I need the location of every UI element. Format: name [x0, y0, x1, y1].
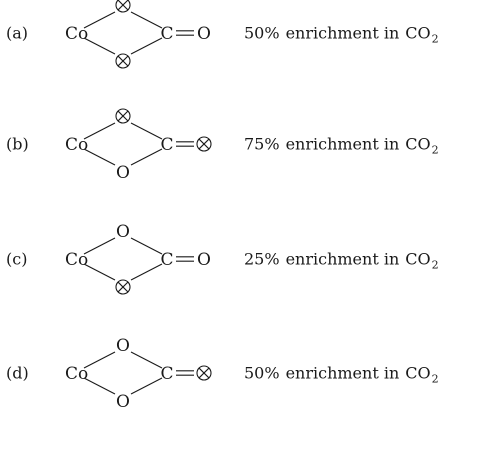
enrichment-value: 25% — [244, 250, 280, 269]
terminal-labeled-oxygen-icon — [196, 136, 212, 152]
bond-bottom-c — [130, 263, 163, 281]
bottom-bridge-labeled-oxygen-icon — [115, 279, 131, 295]
product-subscript: 2 — [432, 373, 439, 386]
bond-co-bottom — [83, 37, 116, 55]
bond-co-bottom — [83, 263, 116, 281]
structure-b: (b) Co O C 75% enrichment in CO 2 — [6, 108, 439, 183]
product-subscript: 2 — [432, 144, 439, 157]
carbon-atom: C — [160, 135, 173, 155]
structure-a: (a) Co C O 50% enrichment in CO 2 — [6, 0, 439, 69]
terminal-oxygen: O — [197, 24, 211, 44]
carbon-atom: C — [160, 24, 173, 44]
bond-co-top — [83, 122, 116, 140]
bond-bottom-c — [130, 148, 163, 166]
bond-bottom-c — [130, 37, 163, 55]
bond-co-top — [83, 237, 116, 255]
structure-label: (b) — [6, 135, 29, 154]
cobalt-atom: Co — [65, 364, 88, 384]
enrichment-value: 50% — [244, 24, 280, 43]
bond-co-bottom — [83, 377, 116, 395]
enrichment-value: 75% — [244, 135, 280, 154]
bond-top-c — [130, 351, 163, 369]
enrichment-text: enrichment in — [286, 24, 400, 43]
top-bridge-oxygen: O — [116, 222, 130, 242]
product-formula: CO — [405, 250, 430, 269]
cobalt-atom: Co — [65, 24, 88, 44]
top-bridge-oxygen: O — [116, 336, 130, 356]
product-formula: CO — [405, 24, 430, 43]
structure-label: (d) — [6, 364, 29, 383]
structure-label: (a) — [6, 24, 28, 43]
bond-top-c — [130, 237, 163, 255]
bottom-bridge-oxygen: O — [116, 163, 130, 183]
product-formula: CO — [405, 135, 430, 154]
enrichment-text: enrichment in — [286, 135, 400, 154]
carbon-atom: C — [160, 364, 173, 384]
cobalt-atom: Co — [65, 250, 88, 270]
bond-co-top — [83, 11, 116, 29]
bond-top-c — [130, 11, 163, 29]
top-bridge-labeled-oxygen-icon — [115, 108, 131, 124]
terminal-labeled-oxygen-icon — [196, 365, 212, 381]
cobalt-atom: Co — [65, 135, 88, 155]
enrichment-text: enrichment in — [286, 250, 400, 269]
bottom-bridge-oxygen: O — [116, 392, 130, 412]
product-subscript: 2 — [432, 33, 439, 46]
carbon-atom: C — [160, 250, 173, 270]
bottom-bridge-labeled-oxygen-icon — [115, 53, 131, 69]
product-subscript: 2 — [432, 259, 439, 272]
product-formula: CO — [405, 364, 430, 383]
enrichment-value: 50% — [244, 364, 280, 383]
top-bridge-labeled-oxygen-icon — [115, 0, 131, 13]
bond-bottom-c — [130, 377, 163, 395]
bond-co-bottom — [83, 148, 116, 166]
terminal-oxygen: O — [197, 250, 211, 270]
structure-label: (c) — [6, 250, 27, 269]
bond-co-top — [83, 351, 116, 369]
enrichment-text: enrichment in — [286, 364, 400, 383]
bond-top-c — [130, 122, 163, 140]
structure-d: (d) Co O O C 50% enrichment in CO 2 — [6, 336, 439, 412]
